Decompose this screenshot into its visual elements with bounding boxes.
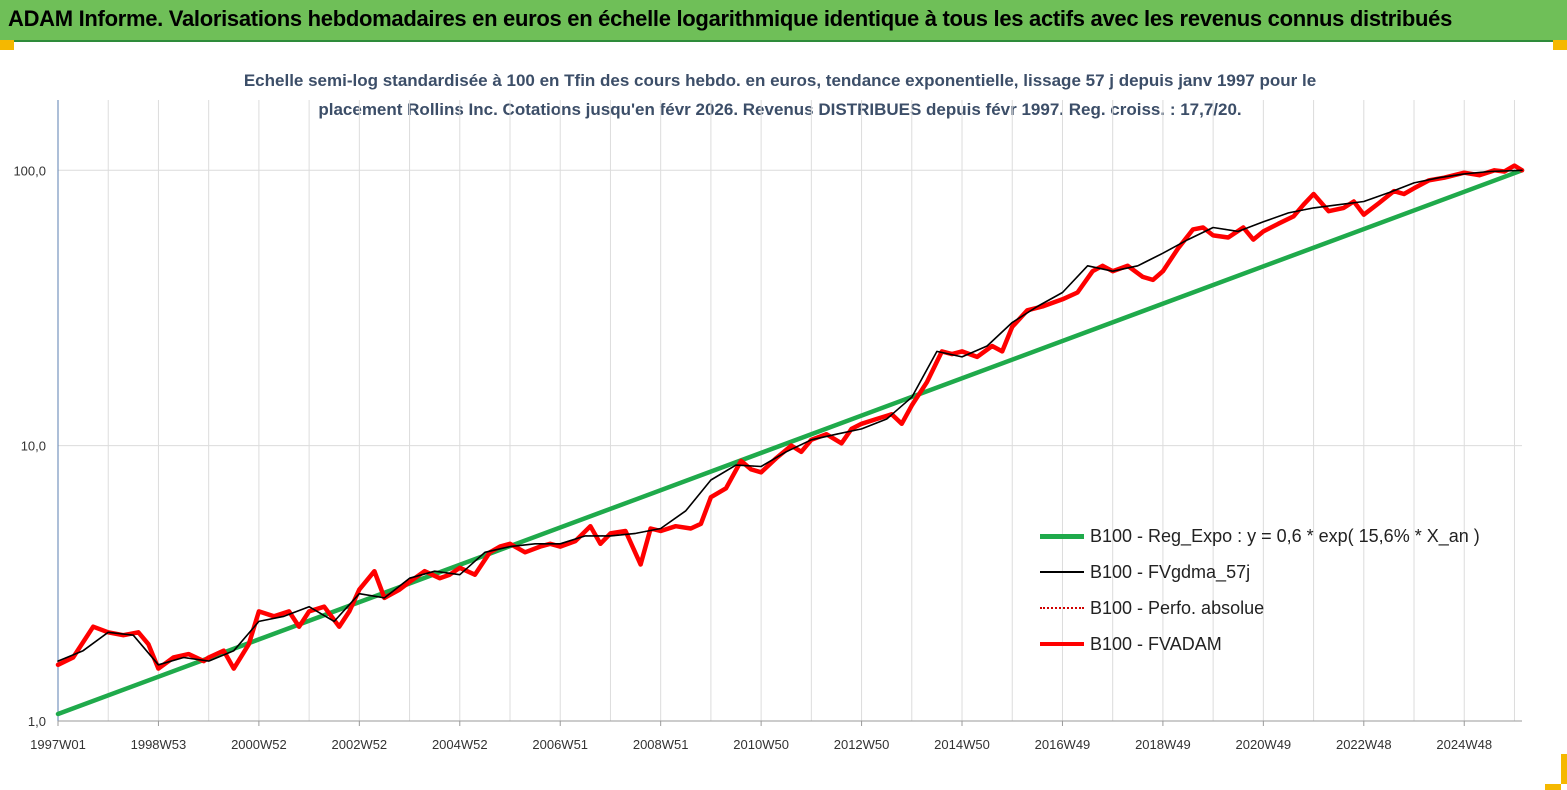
x-tick-label: 2012W50	[834, 737, 890, 752]
legend-entry-fvadam: B100 - FVADAM	[1040, 626, 1480, 662]
x-tick-label: 1998W53	[131, 737, 187, 752]
chart-title: Echelle semi-log standardisée à 100 en T…	[190, 66, 1370, 124]
legend-label-fvadam: B100 - FVADAM	[1090, 633, 1222, 654]
x-tick-label: 2018W49	[1135, 737, 1191, 752]
corner-marker-bottom-right	[1561, 754, 1567, 784]
x-tick-label: 2020W49	[1236, 737, 1292, 752]
x-tick-label: 2014W50	[934, 737, 990, 752]
x-tick-label: 2008W51	[633, 737, 689, 752]
legend-swatch-perfo	[1040, 601, 1084, 615]
legend-label-regression: B100 - Reg_Expo : y = 0,6 * exp( 15,6% *…	[1090, 525, 1480, 546]
chart-legend: B100 - Reg_Expo : y = 0,6 * exp( 15,6% *…	[1040, 518, 1480, 662]
y-tick-label: 1,0	[28, 714, 46, 729]
series-line-1	[57, 169, 1523, 666]
x-tick-label: 2004W52	[432, 737, 488, 752]
legend-swatch-fvgdma	[1040, 565, 1084, 579]
legend-swatch-regression	[1040, 529, 1084, 543]
y-tick-label: 10,0	[21, 439, 46, 454]
corner-marker-top-right	[1553, 40, 1567, 50]
legend-label-fvgdma: B100 - FVgdma_57j	[1090, 561, 1251, 582]
x-tick-label: 1997W01	[30, 737, 86, 752]
x-tick-label: 2010W50	[733, 737, 789, 752]
legend-entry-regression: B100 - Reg_Expo : y = 0,6 * exp( 15,6% *…	[1040, 518, 1480, 554]
y-tick-label: 100,0	[13, 163, 46, 178]
chart-title-line-2: placement Rollins Inc. Cotations jusqu'e…	[318, 100, 1242, 119]
x-tick-label: 2022W48	[1336, 737, 1392, 752]
legend-label-perfo: B100 - Perfo. absolue	[1090, 597, 1265, 618]
x-tick-label: 2006W51	[532, 737, 588, 752]
legend-swatch-fvadam	[1040, 637, 1084, 651]
x-tick-label: 2002W52	[332, 737, 388, 752]
x-tick-label: 2016W49	[1035, 737, 1091, 752]
x-tick-label: 2024W48	[1436, 737, 1492, 752]
banner-title: ADAM Informe. Valorisations hebdomadaire…	[8, 6, 1453, 31]
legend-entry-fvgdma: B100 - FVgdma_57j	[1040, 554, 1480, 590]
corner-marker-bottom-right-2	[1545, 784, 1561, 790]
title-banner: ADAM Informe. Valorisations hebdomadaire…	[0, 0, 1567, 42]
x-tick-label: 2000W52	[231, 737, 287, 752]
legend-entry-perfo: B100 - Perfo. absolue	[1040, 590, 1480, 626]
chart-title-line-1: Echelle semi-log standardisée à 100 en T…	[243, 71, 1317, 90]
corner-marker-top-left	[0, 40, 14, 50]
